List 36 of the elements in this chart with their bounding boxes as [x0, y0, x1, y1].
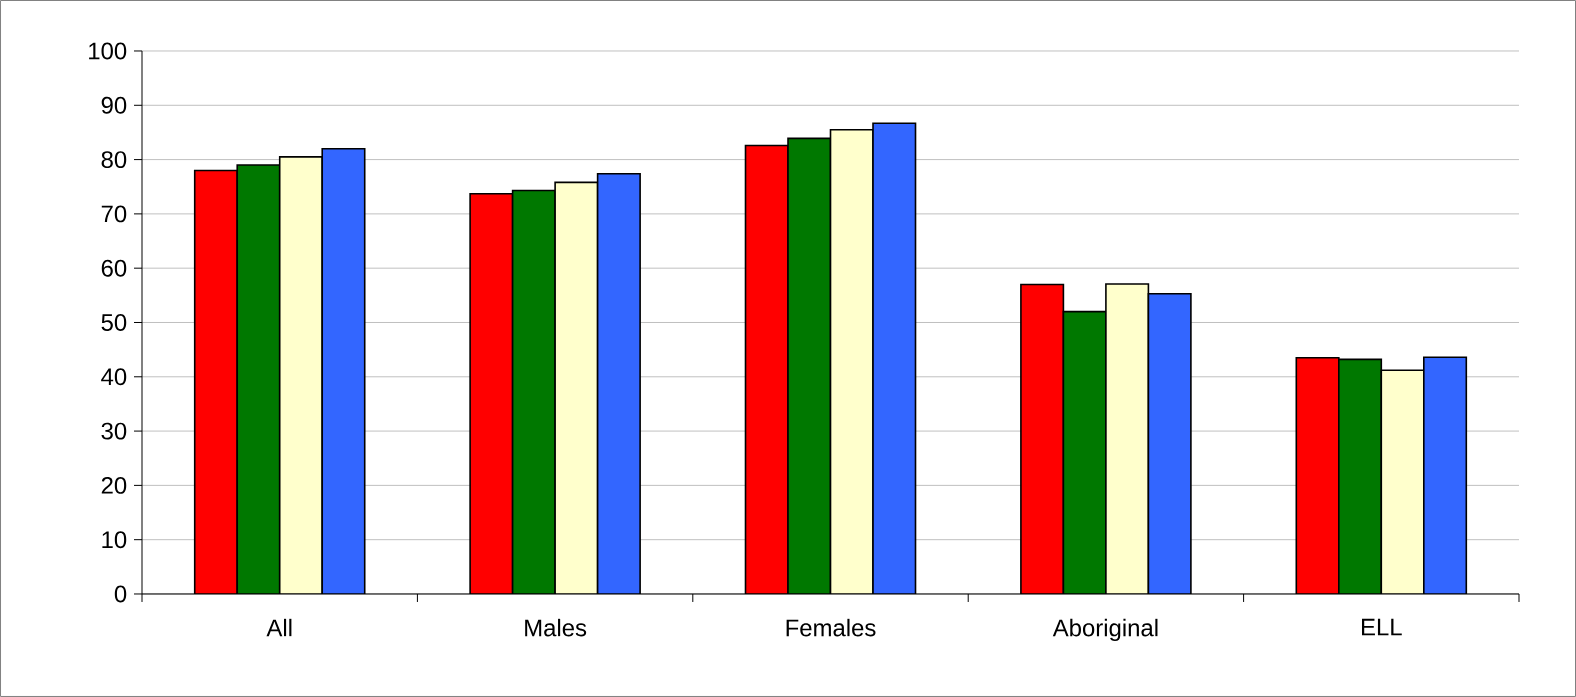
y-tick-label: 70 [101, 205, 127, 223]
bar [321, 147, 366, 594]
x-tick-label: Aboriginal [1052, 618, 1158, 642]
bar [554, 181, 599, 594]
bar [1380, 369, 1425, 594]
y-tick-label: 80 [101, 151, 127, 169]
y-tick-label: 20 [101, 476, 127, 494]
bar [829, 128, 874, 594]
bar [1105, 283, 1150, 594]
bar [278, 156, 324, 594]
x-tick-label: Males [525, 618, 587, 637]
bar [236, 164, 281, 594]
y-tick-label: 100 [89, 42, 127, 60]
y-tick-label: 60 [101, 259, 127, 277]
y-tick-label: 0 [114, 585, 127, 603]
bar [1147, 292, 1192, 594]
bar [1423, 356, 1468, 594]
bar [1062, 310, 1107, 594]
x-tick-label: ELL [1362, 618, 1402, 636]
y-tick-label: 40 [101, 368, 127, 386]
bar [1020, 283, 1065, 594]
y-tick-label: 30 [101, 422, 127, 440]
y-tick-label: 90 [101, 96, 127, 114]
y-tick-label: 50 [101, 314, 127, 331]
bar [596, 172, 641, 594]
bar [787, 137, 832, 594]
bar [511, 189, 556, 594]
y-tick-label: 10 [102, 531, 127, 549]
x-tick-label: Females [786, 618, 876, 637]
bar [872, 122, 917, 594]
bar [193, 169, 239, 594]
bar [1338, 358, 1383, 594]
bar [469, 192, 514, 594]
bar [1295, 356, 1340, 594]
x-tick-label: All [266, 618, 292, 637]
bar [744, 144, 789, 594]
